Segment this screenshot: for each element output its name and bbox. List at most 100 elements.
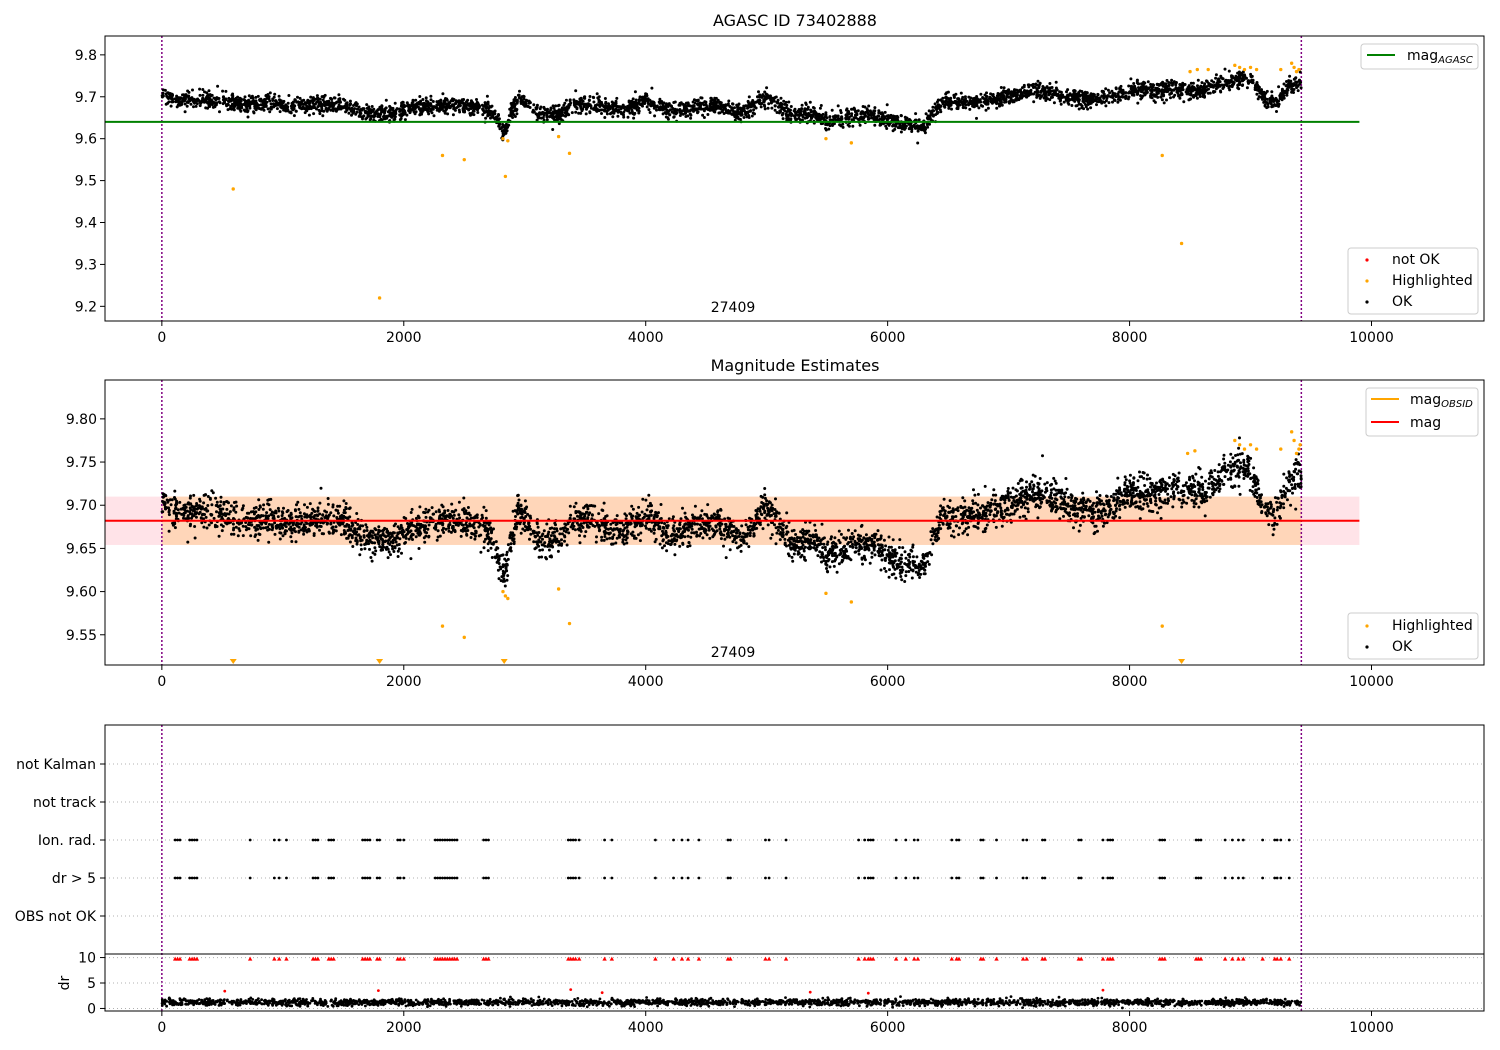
ok-point <box>1290 87 1294 90</box>
ok-point <box>475 98 478 101</box>
ok-point <box>247 94 251 98</box>
ok-point <box>715 101 719 104</box>
ok-point <box>1069 499 1073 502</box>
ok-point <box>523 104 527 108</box>
ok-point <box>266 107 270 111</box>
ok-point <box>429 94 433 98</box>
ok-point <box>1242 477 1246 480</box>
ok-point <box>1160 98 1164 102</box>
ok-point <box>1045 85 1049 89</box>
ok-point <box>382 117 386 121</box>
ok-point <box>419 112 423 116</box>
ok-point <box>1011 99 1015 102</box>
ok-point <box>892 118 896 122</box>
ok-point <box>261 101 265 104</box>
ok-point <box>1159 95 1163 99</box>
ok-point <box>349 108 353 111</box>
ok-point <box>1189 86 1193 90</box>
ok-point <box>1085 97 1089 101</box>
ok-point <box>1025 480 1028 484</box>
ok-point <box>806 105 810 109</box>
ok-point <box>1274 104 1278 108</box>
ok-point <box>352 104 355 107</box>
ok-point <box>1059 102 1063 106</box>
ok-point <box>1223 475 1227 479</box>
ok-point <box>675 111 679 115</box>
ok-point <box>1230 74 1233 78</box>
ok-point <box>819 113 823 117</box>
ok-point <box>312 112 316 116</box>
ok-point <box>251 102 255 105</box>
ok-point <box>1103 100 1106 104</box>
ok-point <box>389 111 393 115</box>
ok-point <box>1222 482 1226 486</box>
ok-point <box>640 96 644 99</box>
ok-point <box>198 93 202 97</box>
ok-point <box>806 112 810 115</box>
ok-point <box>962 102 965 106</box>
ok-point <box>259 98 263 102</box>
ok-point <box>683 103 687 107</box>
ok-point <box>401 100 405 104</box>
ok-point <box>1067 97 1070 101</box>
ok-point <box>518 89 521 93</box>
ok-point <box>545 115 549 119</box>
ok-point <box>850 107 853 111</box>
ok-point <box>985 523 989 527</box>
ok-point <box>697 107 701 111</box>
ok-point <box>781 117 785 121</box>
ok-point <box>313 106 317 109</box>
x-tick-label: 0 <box>157 330 166 346</box>
ok-point <box>964 97 967 101</box>
ok-point <box>617 105 621 109</box>
ok-point <box>910 126 913 130</box>
ok-point <box>672 115 676 119</box>
ok-point <box>600 108 604 112</box>
ok-point <box>383 107 387 111</box>
ok-point <box>1092 93 1096 97</box>
ok-point <box>361 524 365 528</box>
ok-point <box>198 87 202 91</box>
x-tick-label: 8000 <box>1112 330 1148 346</box>
ok-point <box>839 109 843 112</box>
ok-point <box>896 116 900 119</box>
ok-point <box>916 141 920 145</box>
ok-point <box>686 114 690 118</box>
ok-point <box>365 525 369 529</box>
ok-point <box>769 100 773 104</box>
ok-point <box>186 89 190 93</box>
highlighted-point <box>440 153 445 158</box>
ok-point <box>1105 96 1109 100</box>
ok-point <box>515 108 519 111</box>
ok-point <box>777 511 781 515</box>
ok-point <box>282 99 286 103</box>
ok-point <box>793 110 797 114</box>
ok-point <box>194 99 198 103</box>
ok-point <box>706 113 710 116</box>
ok-point <box>178 500 182 504</box>
ok-point <box>300 107 304 111</box>
ok-point <box>791 559 795 563</box>
ok-point <box>808 100 812 104</box>
ok-point <box>1280 89 1284 93</box>
ok-point <box>832 564 836 568</box>
ok-point <box>1236 86 1240 90</box>
ok-point <box>466 102 470 106</box>
ok-point <box>718 111 722 115</box>
highlighted-point <box>824 136 828 141</box>
ok-point <box>307 105 311 109</box>
ok-point <box>665 102 668 106</box>
ok-point <box>952 535 956 539</box>
ok-point <box>928 114 932 118</box>
ok-point <box>1132 86 1136 90</box>
ok-point <box>837 117 841 121</box>
ok-point <box>1116 100 1120 104</box>
ok-point <box>605 537 609 541</box>
ok-point <box>512 105 516 109</box>
y-tick-label: 9.6 <box>75 132 97 148</box>
ok-point <box>581 99 585 103</box>
ok-point <box>610 100 614 104</box>
ok-point <box>879 123 883 127</box>
ok-point <box>269 106 273 110</box>
ok-point <box>1288 74 1292 78</box>
